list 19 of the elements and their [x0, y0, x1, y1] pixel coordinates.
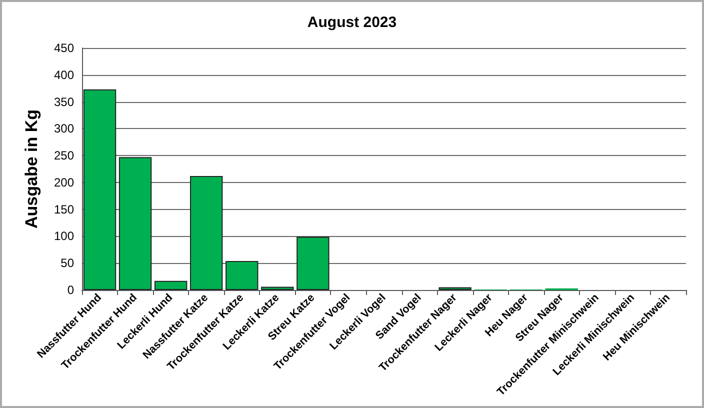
bar	[83, 89, 116, 290]
y-tick-label: 200	[54, 175, 74, 190]
y-tick-label: 150	[54, 202, 74, 216]
y-tick-label: 350	[54, 94, 74, 109]
bar	[190, 176, 223, 290]
y-tick-label: 50	[60, 256, 74, 270]
chart-title: August 2023	[307, 14, 397, 31]
bar	[296, 236, 330, 290]
bar	[118, 157, 152, 290]
bar	[154, 280, 188, 290]
y-tick-label: 250	[54, 148, 74, 163]
y-tick-label: 450	[54, 41, 74, 55]
bar	[261, 286, 294, 290]
y-tick-label: 100	[54, 229, 74, 244]
y-axis-title: Ausgabe in Kg	[22, 109, 41, 229]
y-tick-label: 300	[54, 122, 74, 136]
bar	[226, 260, 258, 290]
y-tick-label: 0	[67, 283, 74, 297]
y-tick-label: 400	[54, 68, 74, 82]
